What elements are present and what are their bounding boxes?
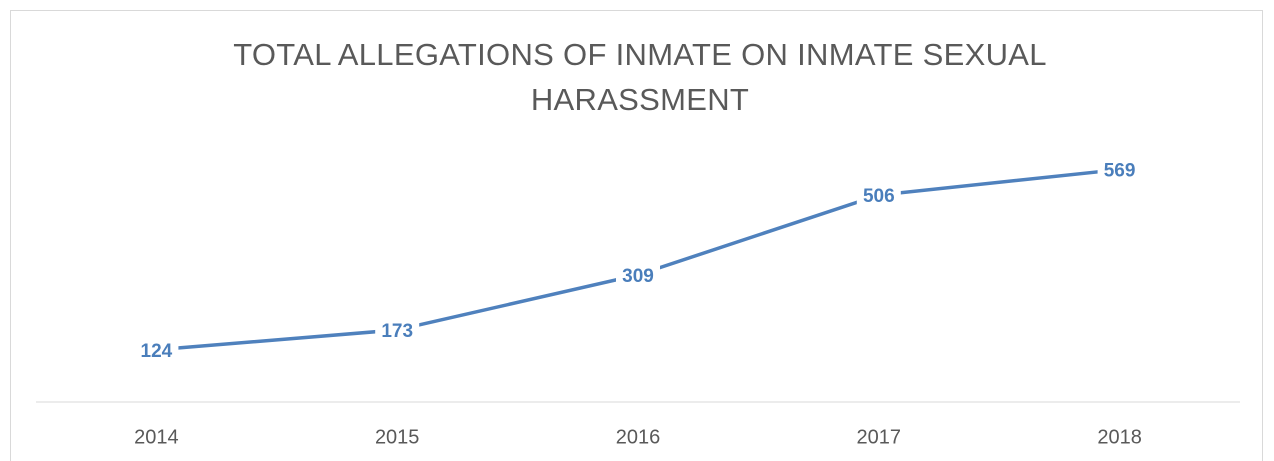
data-label-bg <box>1097 157 1142 182</box>
x-tick-label: 2016 <box>616 426 661 448</box>
data-label-bg <box>375 317 420 342</box>
data-label-bg <box>856 183 901 208</box>
data-label-bg <box>616 262 660 287</box>
data-label: 309 <box>622 266 654 287</box>
x-tick-label: 2014 <box>134 426 179 448</box>
data-label-bg <box>134 337 179 362</box>
chart-title: TOTAL ALLEGATIONS OF INMATE ON INMATE SE… <box>233 37 1047 117</box>
data-label: 569 <box>1104 161 1136 182</box>
chart-frame <box>10 10 1263 461</box>
data-label: 124 <box>141 341 173 362</box>
x-tick-label: 2015 <box>375 426 420 448</box>
x-tick-label: 2017 <box>857 426 902 448</box>
data-label: 506 <box>863 186 895 207</box>
data-line <box>154 167 1122 352</box>
data-label: 173 <box>381 321 413 342</box>
x-tick-label: 2018 <box>1097 426 1142 448</box>
